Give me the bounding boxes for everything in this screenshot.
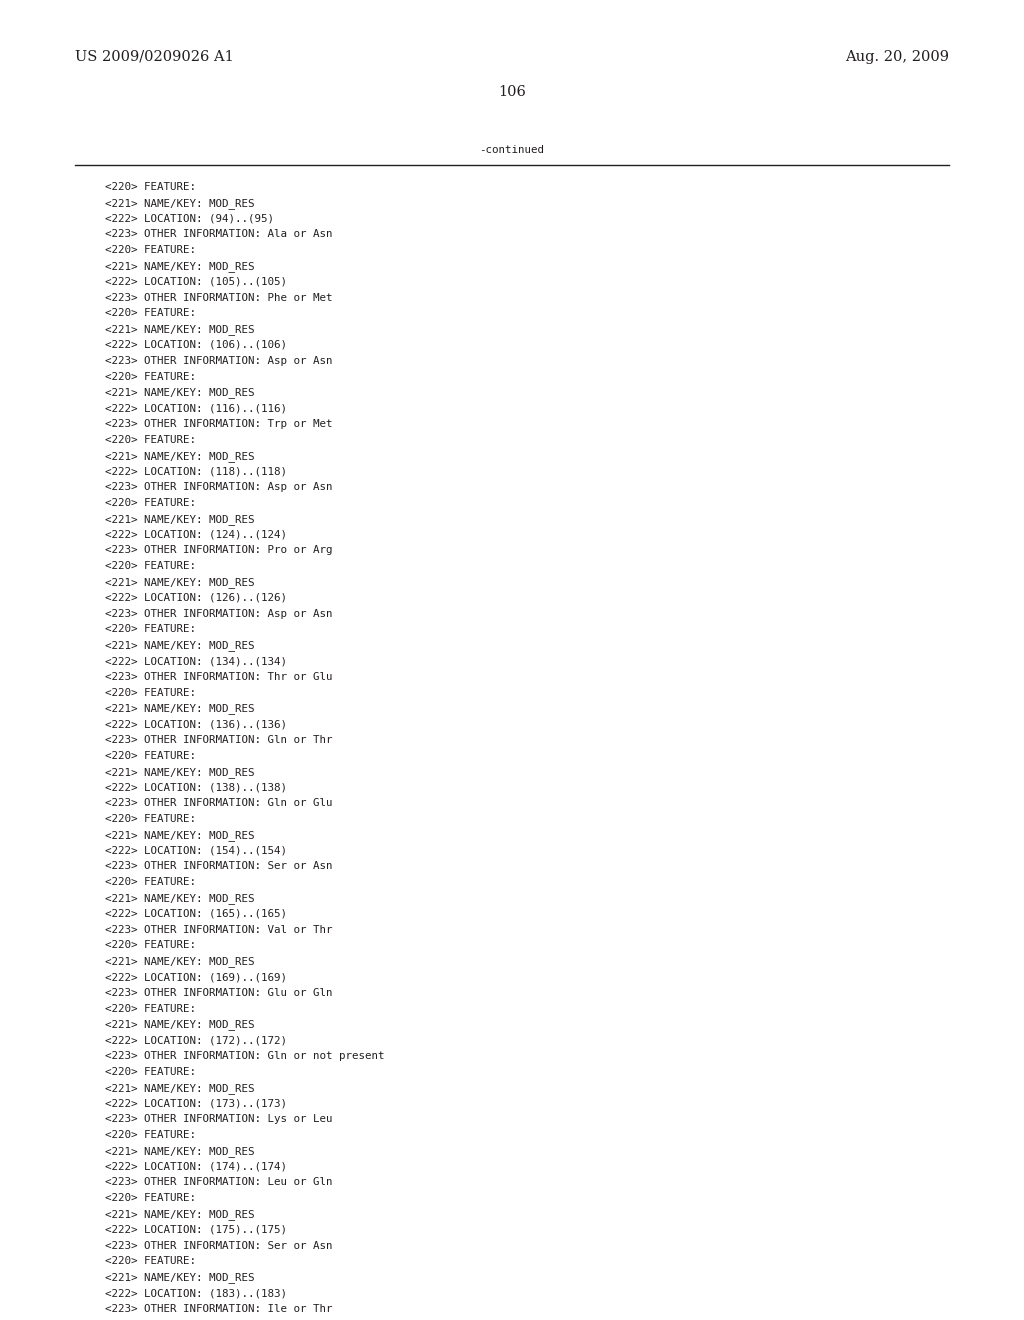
Text: <222> LOCATION: (94)..(95): <222> LOCATION: (94)..(95) [105, 214, 274, 223]
Text: <220> FEATURE:: <220> FEATURE: [105, 434, 196, 445]
Text: <221> NAME/KEY: MOD_RES: <221> NAME/KEY: MOD_RES [105, 513, 255, 525]
Text: <221> NAME/KEY: MOD_RES: <221> NAME/KEY: MOD_RES [105, 894, 255, 904]
Text: <220> FEATURE:: <220> FEATURE: [105, 1257, 196, 1266]
Text: <223> OTHER INFORMATION: Asp or Asn: <223> OTHER INFORMATION: Asp or Asn [105, 609, 333, 619]
Text: <220> FEATURE:: <220> FEATURE: [105, 814, 196, 824]
Text: <221> NAME/KEY: MOD_RES: <221> NAME/KEY: MOD_RES [105, 1082, 255, 1093]
Text: <223> OTHER INFORMATION: Asp or Asn: <223> OTHER INFORMATION: Asp or Asn [105, 482, 333, 492]
Text: <223> OTHER INFORMATION: Ser or Asn: <223> OTHER INFORMATION: Ser or Asn [105, 1241, 333, 1250]
Text: <220> FEATURE:: <220> FEATURE: [105, 309, 196, 318]
Text: 106: 106 [498, 84, 526, 99]
Text: <220> FEATURE:: <220> FEATURE: [105, 246, 196, 255]
Text: <223> OTHER INFORMATION: Gln or Thr: <223> OTHER INFORMATION: Gln or Thr [105, 735, 333, 744]
Text: <221> NAME/KEY: MOD_RES: <221> NAME/KEY: MOD_RES [105, 1019, 255, 1031]
Text: <220> FEATURE:: <220> FEATURE: [105, 751, 196, 760]
Text: <222> LOCATION: (118)..(118): <222> LOCATION: (118)..(118) [105, 466, 287, 477]
Text: <223> OTHER INFORMATION: Glu or Gln: <223> OTHER INFORMATION: Glu or Gln [105, 987, 333, 998]
Text: <222> LOCATION: (174)..(174): <222> LOCATION: (174)..(174) [105, 1162, 287, 1172]
Text: <221> NAME/KEY: MOD_RES: <221> NAME/KEY: MOD_RES [105, 198, 255, 209]
Text: <223> OTHER INFORMATION: Gln or not present: <223> OTHER INFORMATION: Gln or not pres… [105, 1051, 384, 1061]
Text: <221> NAME/KEY: MOD_RES: <221> NAME/KEY: MOD_RES [105, 1209, 255, 1220]
Text: <223> OTHER INFORMATION: Trp or Met: <223> OTHER INFORMATION: Trp or Met [105, 418, 333, 429]
Text: <220> FEATURE:: <220> FEATURE: [105, 1193, 196, 1204]
Text: -continued: -continued [479, 145, 545, 154]
Text: <220> FEATURE:: <220> FEATURE: [105, 561, 196, 572]
Text: <222> LOCATION: (136)..(136): <222> LOCATION: (136)..(136) [105, 719, 287, 729]
Text: <221> NAME/KEY: MOD_RES: <221> NAME/KEY: MOD_RES [105, 767, 255, 777]
Text: <220> FEATURE:: <220> FEATURE: [105, 498, 196, 508]
Text: <222> LOCATION: (154)..(154): <222> LOCATION: (154)..(154) [105, 846, 287, 855]
Text: <222> LOCATION: (169)..(169): <222> LOCATION: (169)..(169) [105, 972, 287, 982]
Text: <221> NAME/KEY: MOD_RES: <221> NAME/KEY: MOD_RES [105, 704, 255, 714]
Text: <221> NAME/KEY: MOD_RES: <221> NAME/KEY: MOD_RES [105, 261, 255, 272]
Text: <221> NAME/KEY: MOD_RES: <221> NAME/KEY: MOD_RES [105, 450, 255, 462]
Text: <221> NAME/KEY: MOD_RES: <221> NAME/KEY: MOD_RES [105, 640, 255, 651]
Text: <223> OTHER INFORMATION: Ser or Asn: <223> OTHER INFORMATION: Ser or Asn [105, 862, 333, 871]
Text: <222> LOCATION: (105)..(105): <222> LOCATION: (105)..(105) [105, 277, 287, 286]
Text: <221> NAME/KEY: MOD_RES: <221> NAME/KEY: MOD_RES [105, 325, 255, 335]
Text: <222> LOCATION: (116)..(116): <222> LOCATION: (116)..(116) [105, 403, 287, 413]
Text: <220> FEATURE:: <220> FEATURE: [105, 940, 196, 950]
Text: <220> FEATURE:: <220> FEATURE: [105, 182, 196, 191]
Text: <221> NAME/KEY: MOD_RES: <221> NAME/KEY: MOD_RES [105, 387, 255, 399]
Text: Aug. 20, 2009: Aug. 20, 2009 [845, 50, 949, 63]
Text: <223> OTHER INFORMATION: Ala or Asn: <223> OTHER INFORMATION: Ala or Asn [105, 230, 333, 239]
Text: <223> OTHER INFORMATION: Ile or Thr: <223> OTHER INFORMATION: Ile or Thr [105, 1304, 333, 1313]
Text: <221> NAME/KEY: MOD_RES: <221> NAME/KEY: MOD_RES [105, 577, 255, 587]
Text: <220> FEATURE:: <220> FEATURE: [105, 1130, 196, 1140]
Text: <223> OTHER INFORMATION: Thr or Glu: <223> OTHER INFORMATION: Thr or Glu [105, 672, 333, 682]
Text: <222> LOCATION: (172)..(172): <222> LOCATION: (172)..(172) [105, 1035, 287, 1045]
Text: <222> LOCATION: (126)..(126): <222> LOCATION: (126)..(126) [105, 593, 287, 603]
Text: <223> OTHER INFORMATION: Val or Thr: <223> OTHER INFORMATION: Val or Thr [105, 924, 333, 935]
Text: <220> FEATURE:: <220> FEATURE: [105, 688, 196, 697]
Text: <222> LOCATION: (175)..(175): <222> LOCATION: (175)..(175) [105, 1225, 287, 1234]
Text: <221> NAME/KEY: MOD_RES: <221> NAME/KEY: MOD_RES [105, 956, 255, 968]
Text: <222> LOCATION: (138)..(138): <222> LOCATION: (138)..(138) [105, 783, 287, 792]
Text: <222> LOCATION: (106)..(106): <222> LOCATION: (106)..(106) [105, 341, 287, 350]
Text: <223> OTHER INFORMATION: Lys or Leu: <223> OTHER INFORMATION: Lys or Leu [105, 1114, 333, 1125]
Text: <222> LOCATION: (183)..(183): <222> LOCATION: (183)..(183) [105, 1288, 287, 1298]
Text: <223> OTHER INFORMATION: Phe or Met: <223> OTHER INFORMATION: Phe or Met [105, 293, 333, 302]
Text: <222> LOCATION: (165)..(165): <222> LOCATION: (165)..(165) [105, 908, 287, 919]
Text: <220> FEATURE:: <220> FEATURE: [105, 1003, 196, 1014]
Text: <220> FEATURE:: <220> FEATURE: [105, 1067, 196, 1077]
Text: <222> LOCATION: (173)..(173): <222> LOCATION: (173)..(173) [105, 1098, 287, 1109]
Text: <223> OTHER INFORMATION: Leu or Gln: <223> OTHER INFORMATION: Leu or Gln [105, 1177, 333, 1188]
Text: <221> NAME/KEY: MOD_RES: <221> NAME/KEY: MOD_RES [105, 830, 255, 841]
Text: <222> LOCATION: (134)..(134): <222> LOCATION: (134)..(134) [105, 656, 287, 667]
Text: <221> NAME/KEY: MOD_RES: <221> NAME/KEY: MOD_RES [105, 1146, 255, 1156]
Text: <223> OTHER INFORMATION: Asp or Asn: <223> OTHER INFORMATION: Asp or Asn [105, 356, 333, 366]
Text: <220> FEATURE:: <220> FEATURE: [105, 624, 196, 635]
Text: <220> FEATURE:: <220> FEATURE: [105, 878, 196, 887]
Text: <223> OTHER INFORMATION: Pro or Arg: <223> OTHER INFORMATION: Pro or Arg [105, 545, 333, 556]
Text: <220> FEATURE:: <220> FEATURE: [105, 372, 196, 381]
Text: <221> NAME/KEY: MOD_RES: <221> NAME/KEY: MOD_RES [105, 1272, 255, 1283]
Text: <223> OTHER INFORMATION: Gln or Glu: <223> OTHER INFORMATION: Gln or Glu [105, 799, 333, 808]
Text: <222> LOCATION: (124)..(124): <222> LOCATION: (124)..(124) [105, 529, 287, 540]
Text: US 2009/0209026 A1: US 2009/0209026 A1 [75, 50, 233, 63]
